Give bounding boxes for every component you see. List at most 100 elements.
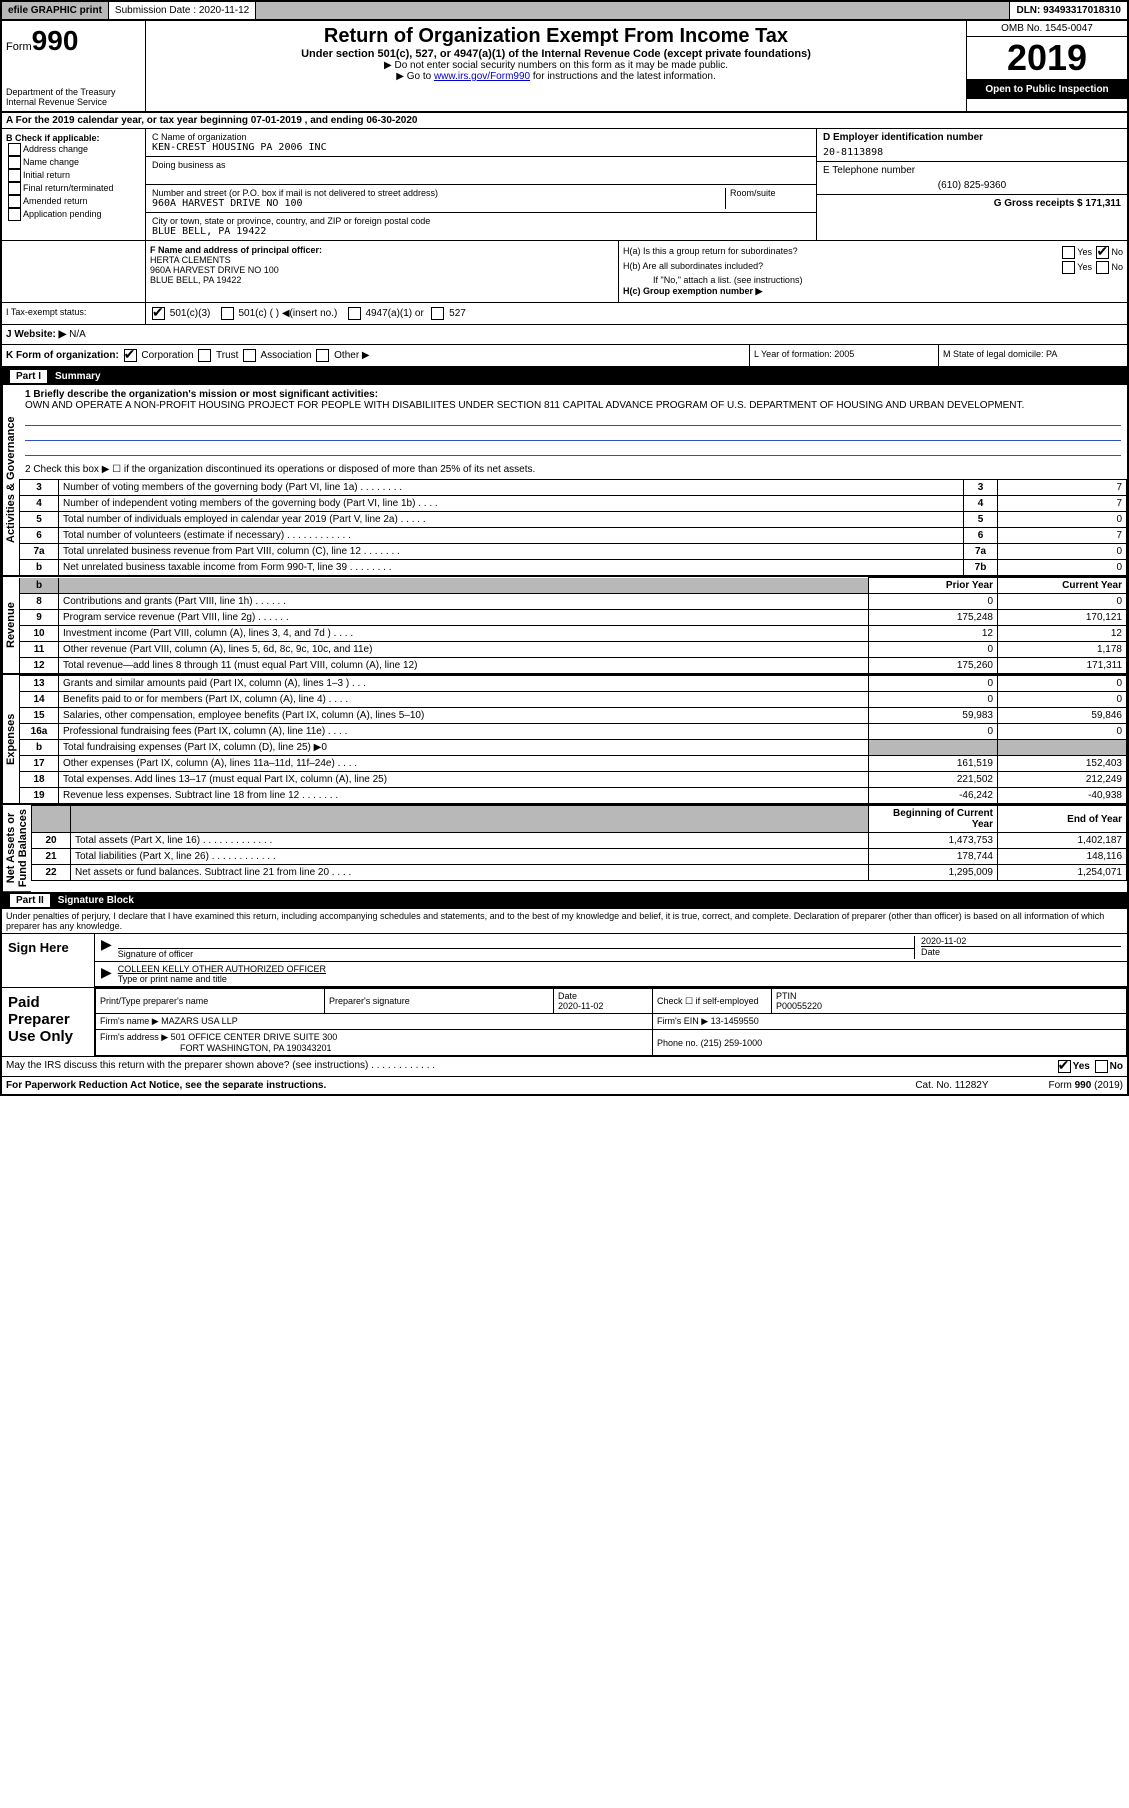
hb-instr: If "No," attach a list. (see instruction… xyxy=(623,275,1123,285)
sign-here-label: Sign Here xyxy=(2,934,95,987)
omb-number: OMB No. 1545-0047 xyxy=(967,21,1127,37)
tax-status-row: I Tax-exempt status: 501(c)(3) 501(c) ( … xyxy=(2,303,1127,325)
officer-addr2: BLUE BELL, PA 19422 xyxy=(150,275,614,285)
b-col-continued xyxy=(2,241,146,302)
chk-527[interactable] xyxy=(431,307,444,320)
line2-checkbox: 2 Check this box ▶ ☐ if the organization… xyxy=(19,460,1127,479)
date-label: Date xyxy=(921,946,1121,957)
part1-box: Part I xyxy=(10,370,47,383)
paid-preparer-block: Paid Preparer Use Only Print/Type prepar… xyxy=(2,987,1127,1056)
part2-box: Part II xyxy=(10,894,50,907)
opt-initial-return[interactable]: Initial return xyxy=(6,169,141,182)
side-revenue: Revenue xyxy=(2,577,19,674)
submission-date: Submission Date : 2020-11-12 xyxy=(109,2,256,19)
city-state-zip: BLUE BELL, PA 19422 xyxy=(152,226,810,237)
chk-501c3[interactable] xyxy=(152,307,165,320)
street-address: 960A HARVEST DRIVE NO 100 xyxy=(152,198,725,209)
paperwork-notice: For Paperwork Reduction Act Notice, see … xyxy=(6,1080,326,1091)
prep-name-label: Print/Type preparer's name xyxy=(96,989,325,1014)
side-activities: Activities & Governance xyxy=(2,385,19,576)
phone-value: (610) 825-9360 xyxy=(823,180,1121,191)
year-column: OMB No. 1545-0047 2019 Open to Public In… xyxy=(966,21,1127,111)
chk-assoc[interactable] xyxy=(243,349,256,362)
d-label: D Employer identification number xyxy=(823,132,1121,143)
phone-no-label: Phone no. xyxy=(657,1038,698,1048)
website-row: J Website: ▶ N/A xyxy=(2,325,1127,345)
principal-h-row: F Name and address of principal officer:… xyxy=(2,241,1127,303)
cat-number: Cat. No. 11282Y xyxy=(915,1080,988,1091)
opt-amended[interactable]: Amended return xyxy=(6,195,141,208)
expenses-table: 13Grants and similar amounts paid (Part … xyxy=(19,675,1127,804)
chk-501c[interactable] xyxy=(221,307,234,320)
declaration-text: Under penalties of perjury, I declare th… xyxy=(2,909,1127,933)
irs-link[interactable]: www.irs.gov/Form990 xyxy=(434,71,530,82)
prep-date-label: Date xyxy=(558,991,648,1001)
ha-label: H(a) Is this a group return for subordin… xyxy=(623,246,798,259)
opt-final-return[interactable]: Final return/terminated xyxy=(6,182,141,195)
right-column-deg: D Employer identification number 20-8113… xyxy=(817,129,1127,240)
chk-discuss-yes[interactable] xyxy=(1058,1060,1071,1073)
begin-year-header: Beginning of Current Year xyxy=(869,806,998,833)
phone-no: (215) 259-1000 xyxy=(701,1038,763,1048)
officer-addr1: 960A HARVEST DRIVE NO 100 xyxy=(150,265,614,275)
gross-receipts: G Gross receipts $ 171,311 xyxy=(817,195,1127,212)
prep-sig-label: Preparer's signature xyxy=(325,989,554,1014)
instruction-1: ▶ Do not enter social security numbers o… xyxy=(154,60,958,71)
officer-printed-name: COLLEEN KELLY OTHER AUTHORIZED OFFICER xyxy=(118,964,1121,974)
chk-discuss-no[interactable] xyxy=(1095,1060,1108,1073)
opt-app-pending[interactable]: Application pending xyxy=(6,208,141,221)
header: Form990 Department of the Treasury Inter… xyxy=(2,21,1127,113)
hc-label: H(c) Group exemption number ▶ xyxy=(623,286,762,297)
city-label: City or town, state or province, country… xyxy=(152,216,810,226)
side-expenses: Expenses xyxy=(2,675,19,804)
prep-date: 2020-11-02 xyxy=(558,1001,648,1011)
efile-label[interactable]: efile GRAPHIC print xyxy=(2,2,109,19)
firm-ein: 13-1459550 xyxy=(711,1016,759,1026)
chk-trust[interactable] xyxy=(198,349,211,362)
mission-block: 1 Briefly describe the organization's mi… xyxy=(19,385,1127,460)
title-column: Return of Organization Exempt From Incom… xyxy=(146,21,966,111)
mission-text: OWN AND OPERATE A NON-PROFIT HOUSING PRO… xyxy=(25,400,1121,411)
topbar-spacer xyxy=(256,2,1010,19)
dept-label: Department of the Treasury Internal Reve… xyxy=(6,87,141,107)
netassets-table: Beginning of Current Year End of Year 20… xyxy=(31,805,1127,881)
chk-4947[interactable] xyxy=(348,307,361,320)
part1-header: Part I Summary xyxy=(2,368,1127,385)
ptin-label: PTIN xyxy=(776,991,1122,1001)
phone-cell: E Telephone number (610) 825-9360 xyxy=(817,162,1127,195)
paid-prep-label: Paid Preparer Use Only xyxy=(2,988,95,1056)
sig-officer-label: Signature of officer xyxy=(118,948,914,959)
firm-name-label: Firm's name ▶ xyxy=(100,1016,159,1026)
b-label: B Check if applicable: xyxy=(6,133,141,143)
main-title: Return of Organization Exempt From Incom… xyxy=(154,25,958,48)
firm-addr-label: Firm's address ▶ xyxy=(100,1032,168,1042)
type-print-label: Type or print name and title xyxy=(118,974,1121,984)
c-label: C Name of organization xyxy=(152,132,810,142)
hc-line: H(c) Group exemption number ▶ xyxy=(623,285,1123,298)
tax-year: 2019 xyxy=(967,37,1127,80)
calendar-year-line: A For the 2019 calendar year, or tax yea… xyxy=(2,113,1127,129)
status-options: 501(c)(3) 501(c) ( ) ◀(insert no.) 4947(… xyxy=(146,303,1127,324)
ein-value: 20-8113898 xyxy=(823,147,1121,158)
chk-corp[interactable] xyxy=(124,349,137,362)
firm-addr2: FORT WASHINGTON, PA 190343201 xyxy=(180,1043,332,1053)
state-domicile: M State of legal domicile: PA xyxy=(938,345,1127,366)
hb-label: H(b) Are all subordinates included? xyxy=(623,261,763,274)
j-label: J Website: ▶ xyxy=(6,329,66,340)
form-prefix: Form xyxy=(6,41,32,53)
opt-address-change[interactable]: Address change xyxy=(6,143,141,156)
arrow-icon: ▶ xyxy=(101,936,112,959)
k-label: K Form of organization: xyxy=(6,350,119,361)
opt-name-change[interactable]: Name change xyxy=(6,156,141,169)
side-netassets: Net Assets or Fund Balances xyxy=(2,805,31,892)
signature-line: ▶ Signature of officer 2020-11-02 Date xyxy=(95,934,1127,962)
sig-date: 2020-11-02 xyxy=(921,936,1121,946)
instr2-pre: ▶ Go to xyxy=(396,71,434,82)
chk-other[interactable] xyxy=(316,349,329,362)
instruction-2: ▶ Go to www.irs.gov/Form990 for instruct… xyxy=(154,71,958,82)
current-year-header: Current Year xyxy=(998,578,1127,594)
city-cell: City or town, state or province, country… xyxy=(146,213,816,240)
expenses-section: Expenses 13Grants and similar amounts pa… xyxy=(2,674,1127,804)
org-name-cell: C Name of organization KEN-CREST HOUSING… xyxy=(146,129,816,157)
dba-label: Doing business as xyxy=(152,160,810,170)
